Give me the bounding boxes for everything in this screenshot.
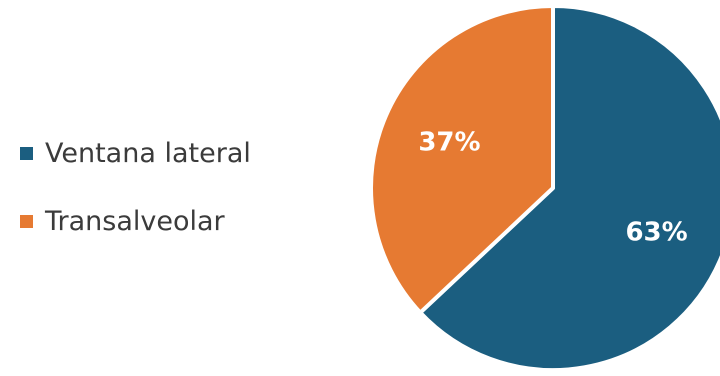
legend: Ventana lateral Transalveolar [20,135,251,271]
pie-slice-transalveolar [369,4,555,315]
legend-swatch-transalveolar [20,214,33,228]
legend-item-ventana-lateral: Ventana lateral [20,135,251,171]
legend-label-ventana-lateral: Ventana lateral [45,137,251,169]
legend-item-transalveolar: Transalveolar [20,203,251,239]
data-label-transalveolar: 37% [418,128,480,158]
legend-swatch-ventana-lateral [20,146,33,160]
data-label-ventana-lateral: 63% [625,217,687,247]
legend-label-transalveolar: Transalveolar [45,205,225,237]
